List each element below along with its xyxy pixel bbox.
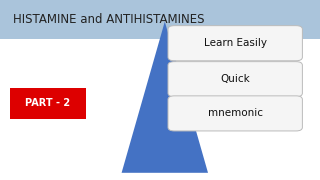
FancyBboxPatch shape — [168, 62, 302, 97]
FancyBboxPatch shape — [10, 88, 86, 119]
FancyBboxPatch shape — [168, 26, 302, 61]
Polygon shape — [122, 22, 208, 173]
Text: Learn Easily: Learn Easily — [204, 38, 267, 48]
Text: Quick: Quick — [220, 74, 250, 84]
Text: PART - 2: PART - 2 — [25, 98, 71, 109]
Text: HISTAMINE and ANTIHISTAMINES: HISTAMINE and ANTIHISTAMINES — [13, 13, 204, 26]
FancyBboxPatch shape — [0, 0, 320, 39]
FancyBboxPatch shape — [168, 96, 302, 131]
Text: mnemonic: mnemonic — [208, 108, 263, 118]
